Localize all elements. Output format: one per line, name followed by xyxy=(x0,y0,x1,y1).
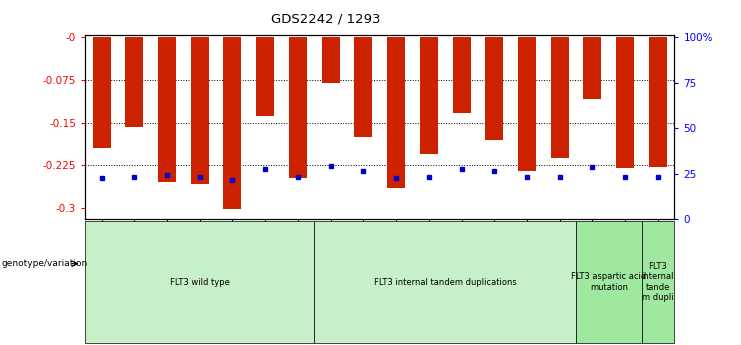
Bar xyxy=(125,37,143,127)
Bar xyxy=(289,37,307,178)
Bar xyxy=(617,37,634,168)
Text: genotype/variation: genotype/variation xyxy=(1,259,87,268)
Bar xyxy=(256,37,274,116)
Text: GDS2242 / 1293: GDS2242 / 1293 xyxy=(271,12,381,25)
Text: FLT3 aspartic acid
mutation: FLT3 aspartic acid mutation xyxy=(571,272,646,292)
Bar xyxy=(420,37,438,154)
Bar xyxy=(485,37,503,140)
Bar xyxy=(551,37,569,158)
Bar xyxy=(453,37,471,113)
Bar xyxy=(387,37,405,188)
Text: FLT3 wild type: FLT3 wild type xyxy=(170,277,230,287)
Bar xyxy=(224,37,242,209)
Bar xyxy=(190,37,209,184)
Bar xyxy=(158,37,176,182)
Bar xyxy=(93,37,110,148)
Bar xyxy=(322,37,339,83)
Text: FLT3 internal tandem duplications: FLT3 internal tandem duplications xyxy=(374,277,516,287)
Bar xyxy=(518,37,536,171)
Bar xyxy=(583,37,602,99)
Bar xyxy=(354,37,373,137)
Bar xyxy=(649,37,667,167)
Text: FLT3
internal
tande
m dupli: FLT3 internal tande m dupli xyxy=(642,262,674,302)
